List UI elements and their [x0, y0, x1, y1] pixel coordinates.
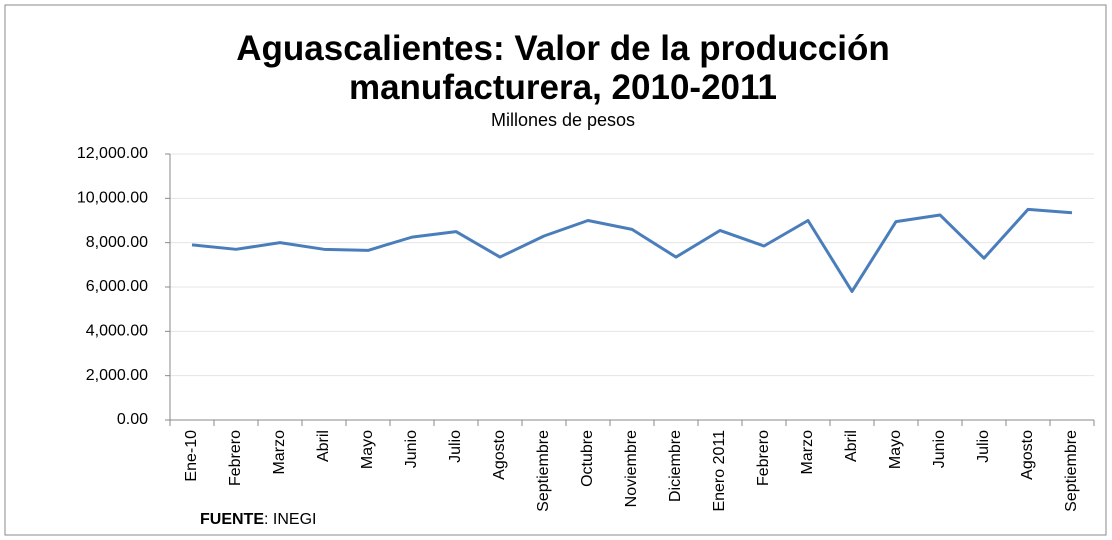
- chart-frame: [4, 4, 1107, 536]
- x-tick-label: Agosto: [491, 430, 508, 480]
- y-tick-label: 0.00: [117, 411, 148, 428]
- x-tick-label: Octubre: [579, 430, 596, 487]
- x-tick-label: Marzo: [799, 430, 816, 475]
- y-tick-label: 12,000.00: [77, 145, 148, 162]
- x-tick-label: Marzo: [271, 430, 288, 475]
- x-tick-label: Agosto: [1019, 430, 1036, 480]
- x-tick-label: Febrero: [227, 430, 244, 486]
- chart-title: Aguascalientes: Valor de la producción m…: [236, 29, 890, 107]
- y-tick-label: 6,000.00: [86, 278, 148, 295]
- source-label: FUENTE: [200, 511, 264, 528]
- x-tick-label: Mayo: [887, 430, 904, 469]
- x-tick-label: Diciembre: [667, 430, 684, 502]
- x-tick-label: Ene-10: [183, 430, 200, 482]
- x-tick-label: Abril: [315, 430, 332, 462]
- x-tick-label: Noviembre: [623, 430, 640, 507]
- source-note: FUENTE: INEGI: [200, 511, 316, 528]
- x-tick-label: Julio: [975, 430, 992, 463]
- x-tick-label: Abril: [843, 430, 860, 462]
- x-tick-label: Junio: [931, 430, 948, 468]
- y-tick-label: 10,000.00: [77, 190, 148, 207]
- source-text: : INEGI: [264, 511, 316, 528]
- x-tick-label: Septiembre: [1063, 430, 1080, 512]
- x-tick-label: Mayo: [359, 430, 376, 469]
- y-tick-label: 2,000.00: [86, 367, 148, 384]
- x-tick-label: Enero 2011: [711, 430, 728, 512]
- chart-subtitle: Millones de pesos: [491, 110, 635, 130]
- x-tick-label: Julio: [447, 430, 464, 463]
- data-line: [191, 207, 1073, 293]
- x-tick-label: Febrero: [755, 430, 772, 486]
- y-tick-label: 8,000.00: [86, 234, 148, 251]
- x-tick-label: Septiembre: [535, 430, 552, 512]
- y-tick-label: 4,000.00: [86, 323, 148, 340]
- x-tick-label: Junio: [403, 430, 420, 468]
